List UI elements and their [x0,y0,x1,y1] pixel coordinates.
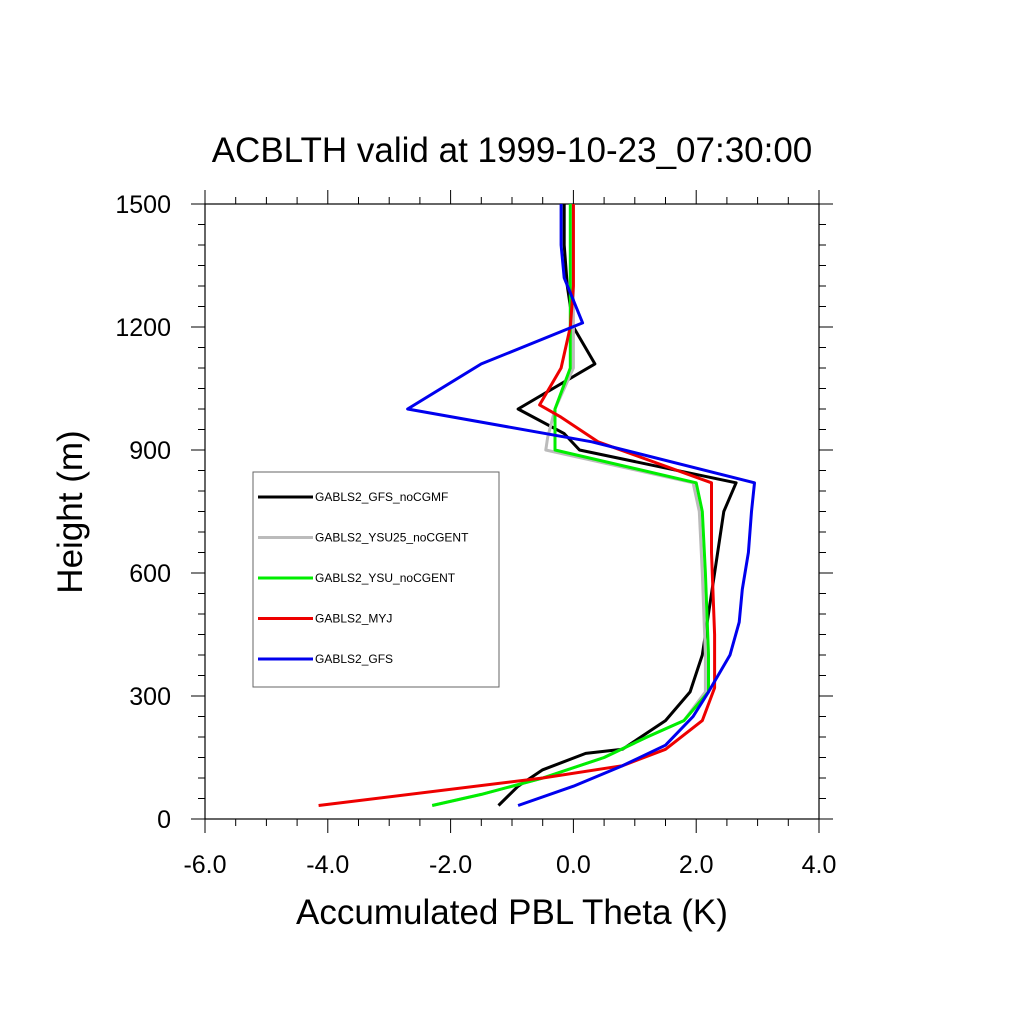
legend-label: GABLS2_MYJ [315,612,392,626]
plot-area: -6.0 -4.0 -2.0 0.0 2.0 4.0 0 300 600 900 1200 1500 [115,190,836,879]
legend-label: GABLS2_GFS_noCGMF [315,490,448,504]
x-tick-label: 4.0 [802,851,837,879]
legend-label: GABLS2_GFS [315,652,393,666]
x-tick-label: -2.0 [429,851,472,879]
y-tick-label: 1200 [115,314,171,342]
x-tick-label: -6.0 [183,851,226,879]
y-tick-label: 0 [157,806,171,834]
x-tick-label: 2.0 [679,851,714,879]
series-line-4 [318,204,717,807]
y-tick-label: 1500 [115,191,171,219]
legend-label: GABLS2_YSU25_noCGENT [315,531,469,545]
x-axis-label: Accumulated PBL Theta (K) [296,893,728,932]
x-tick-label: -4.0 [306,851,349,879]
legend-label: GABLS2_YSU_noCGENT [315,571,456,585]
y-tick-label: 300 [129,683,171,711]
y-axis-label: Height (m) [51,430,90,593]
x-tick-label: 0.0 [556,851,591,879]
chart-title: ACBLTH valid at 1999-10-23_07:30:00 [212,131,813,170]
series-line-5 [406,204,756,807]
y-tick-label: 900 [129,437,171,465]
legend: GABLS2_GFS_noCGMF GABLS2_YSU25_noCGENT GAB… [252,471,500,688]
y-tick-label: 600 [129,560,171,588]
